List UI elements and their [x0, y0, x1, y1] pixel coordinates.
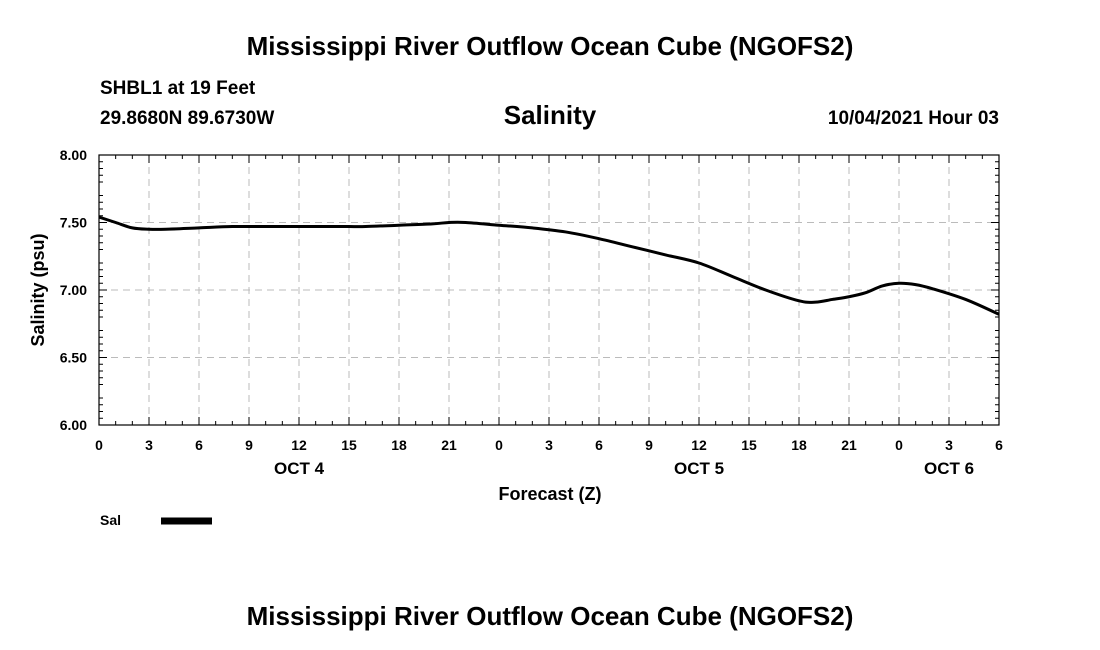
y-tick-label: 6.00: [60, 417, 87, 433]
x-tick-label: 6: [595, 437, 603, 453]
chart-main-title: Mississippi River Outflow Ocean Cube (NG…: [247, 31, 854, 61]
legend: Sal: [100, 512, 212, 528]
date-label: OCT 6: [924, 459, 974, 478]
y-tick-label: 6.50: [60, 350, 87, 366]
date-labels: OCT 4 OCT 5 OCT 6: [274, 459, 974, 478]
location-label: 29.8680N 89.6730W: [100, 108, 274, 129]
x-tick-label: 21: [841, 437, 857, 453]
x-tick-label: 18: [391, 437, 407, 453]
y-tick-labels: 6.00 6.50 7.00 7.50 8.00: [60, 147, 87, 433]
x-tick-label: 9: [645, 437, 653, 453]
x-tick-label: 21: [441, 437, 457, 453]
variable-title: Salinity: [504, 100, 597, 130]
x-tick-label: 9: [245, 437, 253, 453]
x-tick-label: 15: [741, 437, 757, 453]
x-tick-label: 3: [545, 437, 553, 453]
legend-label-sal: Sal: [100, 512, 121, 528]
x-tick-label: 3: [145, 437, 153, 453]
series-lines: [98, 215, 1000, 316]
x-tick-labels: 0 3 6 9 12 15 18 21 0 3 6 9 12 15 18 21 0 3 6: [95, 437, 1003, 453]
x-tick-label: 0: [495, 437, 503, 453]
y-tick-label: 7.00: [60, 282, 87, 298]
x-tick-label: 12: [291, 437, 307, 453]
x-tick-label: 0: [95, 437, 103, 453]
axes: [98, 154, 1000, 426]
x-tick-label: 12: [691, 437, 707, 453]
series-line-sal: [98, 215, 1000, 316]
x-axis-label: Forecast (Z): [498, 484, 601, 504]
station-label: SHBL1 at 19 Feet: [100, 78, 256, 99]
x-tick-label: 18: [791, 437, 807, 453]
x-tick-label: 0: [895, 437, 903, 453]
y-axis-label: Salinity (psu): [28, 233, 48, 346]
x-tick-label: 6: [195, 437, 203, 453]
x-tick-label: 6: [995, 437, 1003, 453]
date-label: OCT 4: [274, 459, 325, 478]
footer-title: Mississippi River Outflow Ocean Cube (NG…: [247, 601, 854, 631]
date-label: OCT 5: [674, 459, 724, 478]
grid-lines: [99, 155, 999, 425]
plot-frame: [98, 154, 1000, 426]
y-tick-label: 7.50: [60, 215, 87, 231]
x-tick-label: 15: [341, 437, 357, 453]
x-tick-label: 3: [945, 437, 953, 453]
y-tick-label: 8.00: [60, 147, 87, 163]
run-time-label: 10/04/2021 Hour 03: [828, 108, 999, 129]
